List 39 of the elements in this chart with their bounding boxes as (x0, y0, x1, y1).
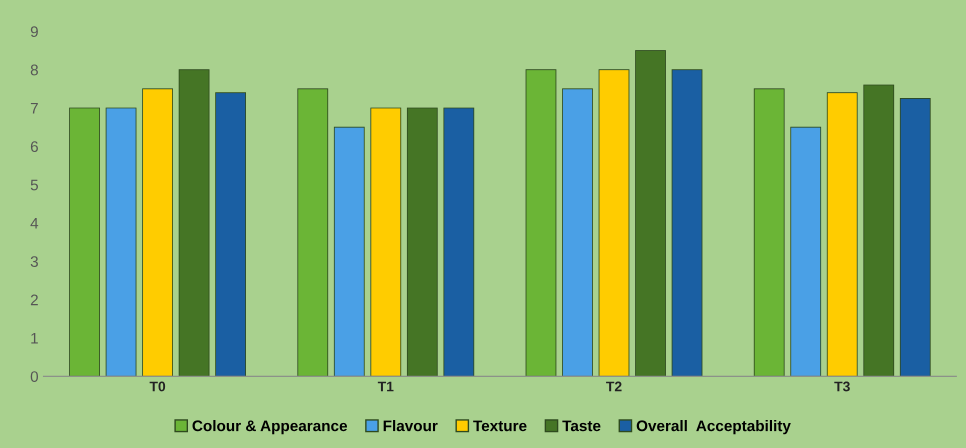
bar (900, 98, 931, 376)
legend-label: Flavour (384, 420, 438, 432)
bar (826, 92, 858, 376)
legend-label: Texture (473, 420, 527, 432)
x-tick-label: T0 (150, 382, 166, 392)
y-tick-label: 1 (31, 333, 38, 344)
bar (215, 92, 246, 376)
bar (863, 84, 894, 376)
y-tick-label: 7 (30, 103, 38, 114)
bar (598, 69, 630, 376)
x-tick-label: T2 (606, 382, 622, 392)
y-tick-label: 6 (30, 141, 38, 152)
bar (526, 69, 556, 376)
bar (672, 69, 702, 376)
bar (69, 108, 100, 376)
bar (334, 126, 365, 376)
legend-label: Taste (562, 420, 600, 432)
y-tick-label: 4 (30, 218, 38, 229)
bar (406, 108, 438, 376)
bar (754, 88, 785, 376)
y-tick-label: 8 (30, 64, 38, 76)
bar (635, 50, 666, 376)
y-tick-label: 0 (30, 371, 38, 382)
x-tick-label: T3 (834, 382, 850, 392)
legend-label: Colour & Appearance (192, 420, 348, 434)
bar (106, 108, 136, 376)
bar (297, 88, 328, 376)
bar (370, 108, 402, 376)
bar (142, 88, 173, 376)
legend-label: Overall Acceptability (636, 420, 791, 434)
bar (562, 88, 593, 376)
y-tick-label: 2 (30, 294, 38, 306)
x-tick-label: T1 (378, 382, 394, 392)
bar (178, 69, 210, 376)
bar (443, 108, 474, 376)
y-tick-label: 3 (30, 256, 38, 268)
y-tick-label: 9 (30, 26, 38, 38)
y-tick-label: 5 (30, 180, 38, 190)
bar (790, 126, 822, 376)
